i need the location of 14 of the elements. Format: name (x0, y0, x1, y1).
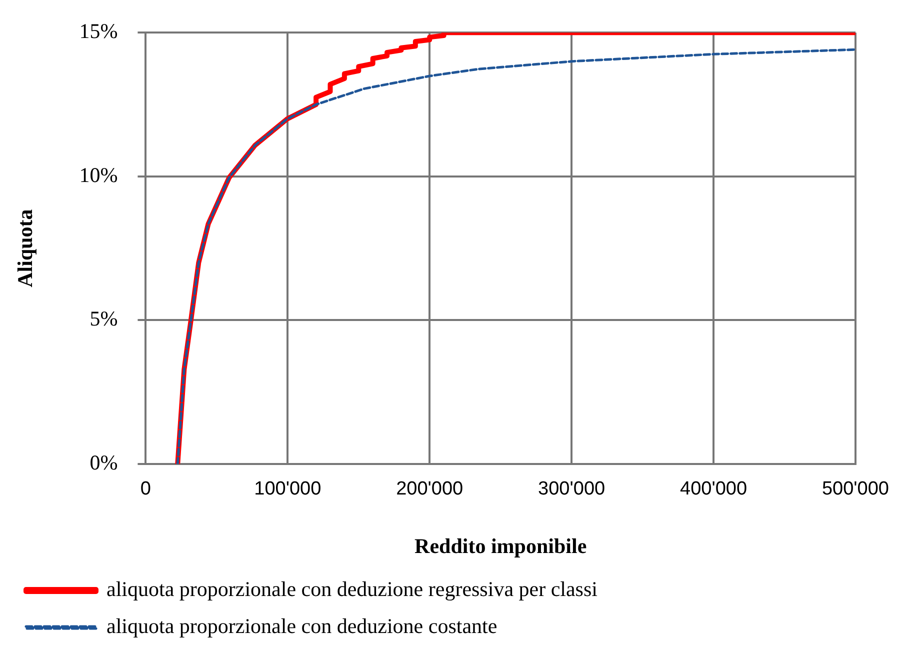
y-tick-label: 5% (90, 306, 118, 331)
legend-label: aliquota proporzionale con deduzione regressiva per classi (106, 577, 598, 602)
x-tick-label: 100'000 (254, 478, 322, 500)
x-tick-label: 500'000 (822, 478, 889, 500)
y-axis-title: Aliquota (13, 208, 38, 288)
y-tick-label: 10% (79, 162, 118, 187)
y-tick-label: 15% (79, 19, 118, 44)
x-tick-label: 0 (140, 478, 151, 500)
legend-label: aliquota proporzionale con deduzione costante (106, 614, 498, 638)
x-tick-label: 300'000 (538, 478, 606, 500)
x-axis-title: Reddito imponibile (414, 534, 587, 558)
y-tick-label: 0% (90, 450, 118, 475)
x-tick-label: 400'000 (680, 478, 748, 500)
x-tick-label: 200'000 (396, 478, 464, 500)
